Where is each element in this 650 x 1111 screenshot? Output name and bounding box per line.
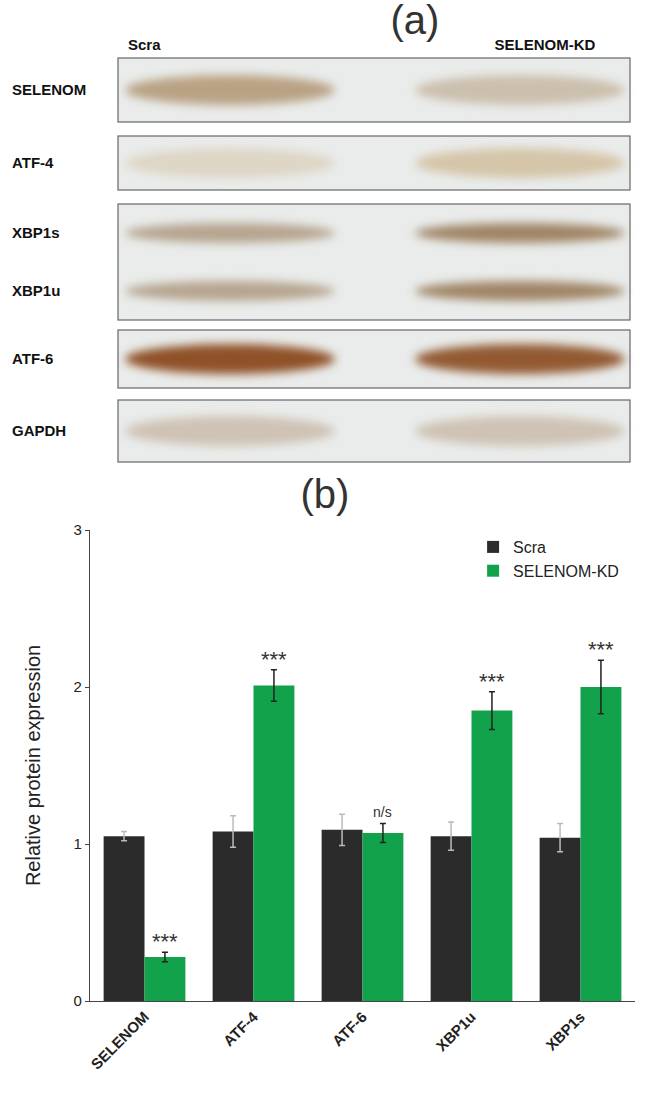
svg-text:n/s: n/s xyxy=(373,804,392,820)
svg-text:1: 1 xyxy=(73,835,81,852)
svg-text:XBP1u: XBP1u xyxy=(433,1008,479,1054)
svg-text:0: 0 xyxy=(73,992,81,1009)
svg-text:SELENOM: SELENOM xyxy=(87,1008,151,1072)
svg-text:Scra: Scra xyxy=(128,36,161,53)
svg-text:(a): (a) xyxy=(391,0,440,42)
svg-text:SELENOM-KD: SELENOM-KD xyxy=(513,563,619,580)
svg-text:(b): (b) xyxy=(301,472,350,516)
svg-text:XBP1s: XBP1s xyxy=(542,1008,588,1054)
svg-text:ATF-6: ATF-6 xyxy=(12,350,53,367)
svg-text:Relative protein expression: Relative protein expression xyxy=(22,645,44,886)
svg-text:ATF-6: ATF-6 xyxy=(329,1008,370,1049)
svg-text:SELENOM: SELENOM xyxy=(12,81,86,98)
svg-text:SELENOM-KD: SELENOM-KD xyxy=(495,36,596,53)
svg-text:ATF-4: ATF-4 xyxy=(12,154,54,171)
svg-text:2: 2 xyxy=(73,678,81,695)
svg-text:***: *** xyxy=(588,637,614,662)
svg-text:***: *** xyxy=(479,669,505,694)
svg-text:GAPDH: GAPDH xyxy=(12,422,66,439)
svg-text:***: *** xyxy=(261,647,287,672)
svg-text:Scra: Scra xyxy=(513,539,546,556)
svg-text:***: *** xyxy=(152,929,178,954)
svg-text:XBP1s: XBP1s xyxy=(12,224,60,241)
svg-text:3: 3 xyxy=(73,521,81,538)
svg-text:XBP1u: XBP1u xyxy=(12,282,60,299)
svg-text:ATF-4: ATF-4 xyxy=(220,1008,262,1050)
